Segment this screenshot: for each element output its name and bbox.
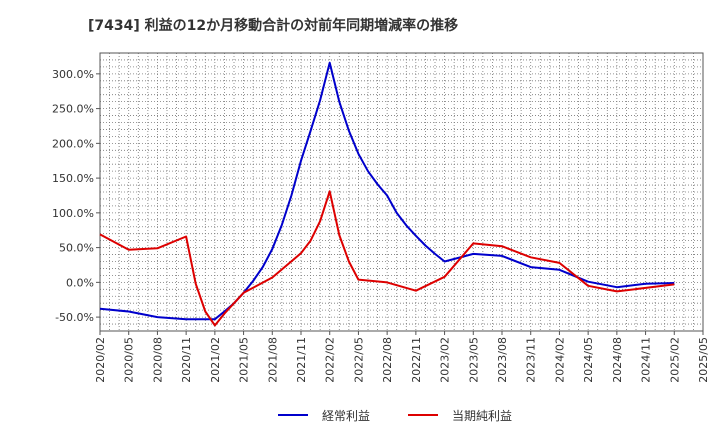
x-tick-label: 2024/08 xyxy=(611,337,624,383)
legend-label: 経常利益 xyxy=(322,409,370,423)
x-tick-label: 2020/11 xyxy=(180,337,193,383)
x-tick-label: 2023/11 xyxy=(525,337,538,383)
y-tick-label: 50.0% xyxy=(59,242,94,255)
x-tick-label: 2022/11 xyxy=(410,337,423,383)
y-axis-ticks: -50.0% 0.0% 50.0% 100.0% 150.0% 200.0% 250.0% 3… xyxy=(52,68,100,324)
x-tick-label: 2025/05 xyxy=(697,337,710,383)
x-tick-label: 2022/08 xyxy=(381,337,394,383)
x-tick-label: 2021/08 xyxy=(266,337,279,383)
y-tick-label: 300.0% xyxy=(52,68,94,81)
y-tick-label: 0.0% xyxy=(66,276,94,289)
x-tick-label: 2023/08 xyxy=(496,337,509,383)
x-tick-label: 2021/05 xyxy=(238,337,251,383)
y-tick-label: 200.0% xyxy=(52,137,94,150)
legend: 経常利益 当期純利益 xyxy=(278,409,512,423)
series-line-1 xyxy=(99,61,675,321)
x-axis-ticks: 2020/02 2020/05 2020/08 2020/11 2021/02 2021/… xyxy=(94,331,710,383)
x-tick-label: 2023/02 xyxy=(439,337,452,383)
y-tick-label: 150.0% xyxy=(52,172,94,185)
x-tick-label: 2024/05 xyxy=(582,337,595,383)
x-tick-label: 2020/02 xyxy=(94,337,107,383)
x-tick-label: 2024/11 xyxy=(640,337,653,383)
x-tick-label: 2022/05 xyxy=(352,337,365,383)
x-tick-label: 2020/08 xyxy=(151,337,164,383)
chart-title: [7434] 利益の12か月移動合計の対前年同期増減率の推移 xyxy=(88,17,458,34)
x-tick-label: 2024/02 xyxy=(553,337,566,383)
x-tick-label: 2021/11 xyxy=(295,337,308,383)
y-tick-label: 100.0% xyxy=(52,207,94,220)
x-tick-label: 2021/02 xyxy=(209,337,222,383)
x-tick-label: 2025/02 xyxy=(668,337,681,383)
x-tick-label: 2023/05 xyxy=(467,337,480,383)
legend-label: 当期純利益 xyxy=(452,409,512,423)
y-tick-label: -50.0% xyxy=(55,311,94,324)
series-lines xyxy=(99,61,675,327)
grid xyxy=(100,53,703,331)
x-tick-label: 2020/05 xyxy=(123,337,136,383)
y-tick-label: 250.0% xyxy=(52,103,94,116)
plot-frame xyxy=(99,52,704,332)
series-line-2 xyxy=(99,190,675,327)
x-tick-label: 2022/02 xyxy=(324,337,337,383)
